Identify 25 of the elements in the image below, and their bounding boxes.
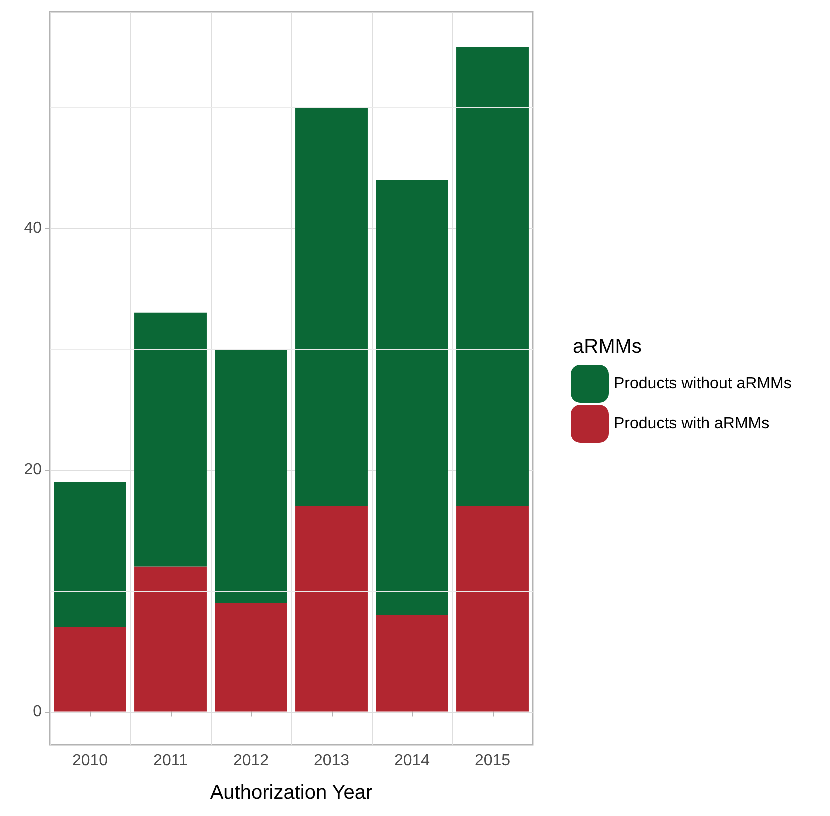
y-tick-label: 40: [24, 220, 42, 237]
bar: [134, 566, 207, 712]
x-tick-label: 2015: [474, 752, 511, 770]
bar: [456, 47, 529, 506]
x-axis-title: Authorization Year: [210, 782, 374, 804]
x-tick-label: 2012: [233, 752, 270, 770]
legend-label: Products without aRMMs: [614, 376, 792, 392]
bar: [296, 107, 368, 506]
x-tick-label: 2010: [72, 752, 108, 770]
bar: [54, 627, 126, 712]
bar: [376, 615, 448, 712]
legend-title: aRMMs: [573, 336, 642, 358]
bar: [376, 180, 448, 616]
bar: [215, 349, 288, 603]
y-tick-label: 0: [33, 703, 42, 720]
x-tick-label: 2013: [314, 752, 350, 770]
x-tick-label: 2011: [154, 752, 188, 770]
bar: [215, 602, 288, 712]
bar: [456, 506, 529, 712]
legend-label: Products with aRMMs: [614, 416, 770, 432]
bar: [54, 482, 126, 628]
bar: [134, 312, 207, 567]
y-tick-label: 20: [24, 462, 42, 479]
bar: [296, 506, 368, 712]
x-tick-label: 2014: [394, 752, 430, 770]
